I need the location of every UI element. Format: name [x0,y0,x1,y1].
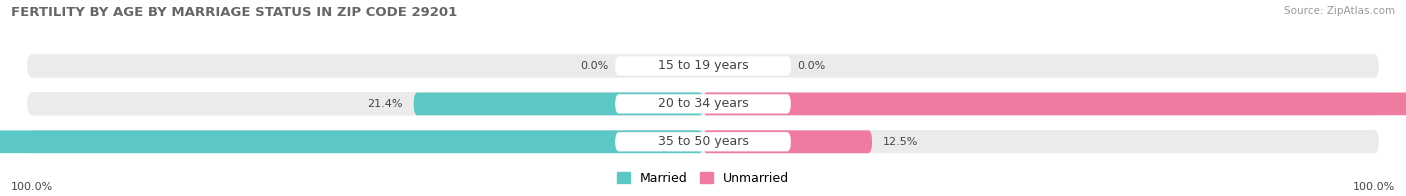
FancyBboxPatch shape [616,94,790,113]
FancyBboxPatch shape [413,93,703,115]
Text: 15 to 19 years: 15 to 19 years [658,60,748,73]
Text: 35 to 50 years: 35 to 50 years [658,135,748,148]
Text: FERTILITY BY AGE BY MARRIAGE STATUS IN ZIP CODE 29201: FERTILITY BY AGE BY MARRIAGE STATUS IN Z… [11,6,457,19]
Text: 20 to 34 years: 20 to 34 years [658,97,748,110]
Text: Source: ZipAtlas.com: Source: ZipAtlas.com [1284,6,1395,16]
FancyBboxPatch shape [0,130,703,153]
FancyBboxPatch shape [27,54,1379,78]
Text: 100.0%: 100.0% [1353,182,1395,192]
FancyBboxPatch shape [616,56,790,76]
Legend: Married, Unmarried: Married, Unmarried [612,167,794,190]
FancyBboxPatch shape [27,130,1379,153]
FancyBboxPatch shape [27,92,1379,116]
FancyBboxPatch shape [703,130,872,153]
Text: 0.0%: 0.0% [797,61,825,71]
Text: 100.0%: 100.0% [11,182,53,192]
Text: 0.0%: 0.0% [581,61,609,71]
FancyBboxPatch shape [616,132,790,151]
Text: 12.5%: 12.5% [883,137,918,147]
Text: 21.4%: 21.4% [367,99,404,109]
FancyBboxPatch shape [703,93,1406,115]
